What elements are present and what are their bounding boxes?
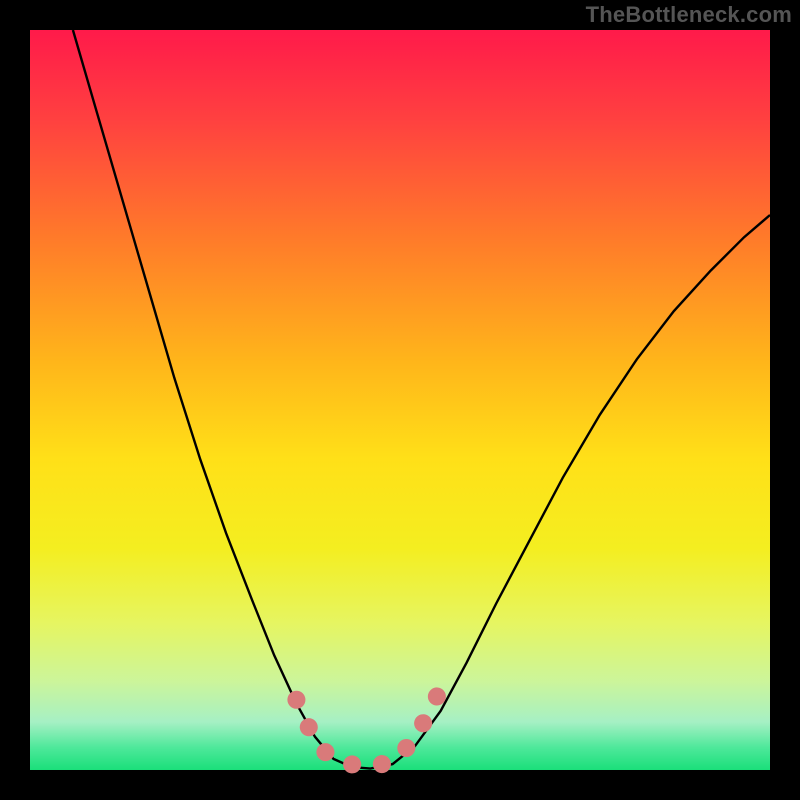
watermark-text: TheBottleneck.com <box>586 2 792 28</box>
bottleneck-chart <box>0 0 800 800</box>
chart-plot-background <box>30 30 770 770</box>
chart-container: TheBottleneck.com <box>0 0 800 800</box>
